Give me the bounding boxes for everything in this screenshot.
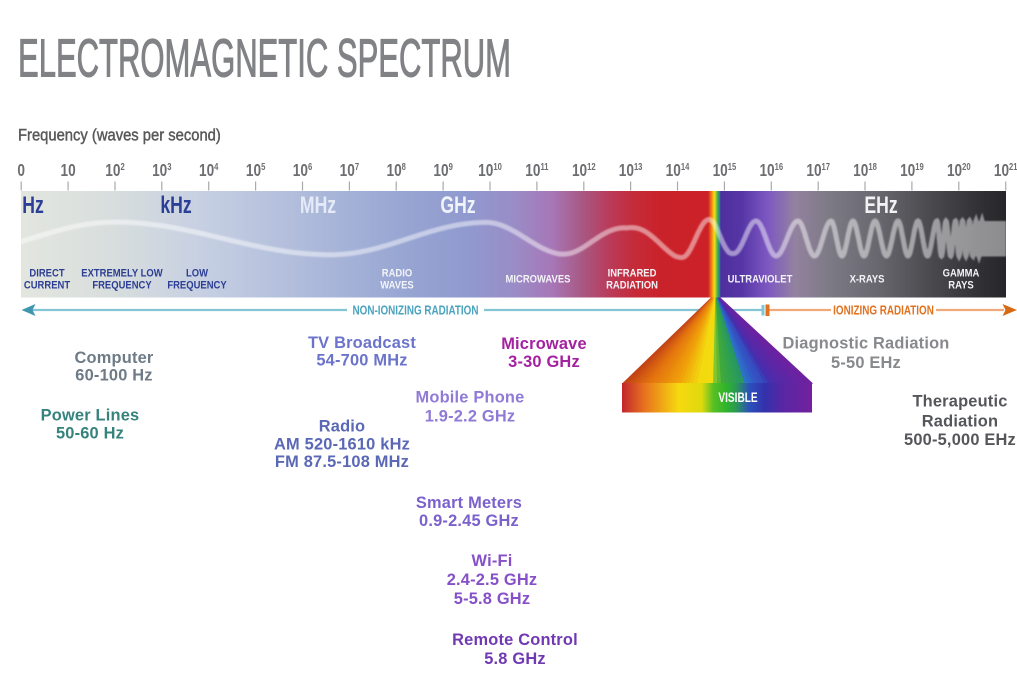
svg-text:RADIO: RADIO [382, 268, 412, 280]
svg-text:RADIATION: RADIATION [606, 280, 658, 292]
svg-text:107: 107 [340, 161, 360, 181]
svg-text:Microwave: Microwave [501, 335, 587, 353]
svg-text:GAMMA: GAMMA [943, 268, 980, 280]
svg-text:Smart Meters: Smart Meters [416, 494, 522, 512]
svg-text:GHz: GHz [440, 191, 475, 219]
svg-text:5.8 GHz: 5.8 GHz [484, 650, 546, 668]
svg-text:5-5.8 GHz: 5-5.8 GHz [454, 590, 531, 608]
svg-text:3-30 GHz: 3-30 GHz [508, 353, 580, 371]
svg-text:EXTREMELY LOW: EXTREMELY LOW [81, 268, 163, 280]
svg-text:NON-IONIZING RADIATION: NON-IONIZING RADIATION [353, 304, 479, 318]
svg-text:ULTRAVIOLET: ULTRAVIOLET [728, 274, 793, 286]
svg-text:50-60 Hz: 50-60 Hz [56, 425, 124, 443]
svg-text:CURRENT: CURRENT [24, 280, 71, 292]
svg-text:MICROWAVES: MICROWAVES [506, 274, 571, 286]
svg-text:EHz: EHz [864, 191, 897, 219]
svg-text:1.9-2.2 GHz: 1.9-2.2 GHz [425, 408, 516, 426]
svg-text:AM 520-1610 kHz: AM 520-1610 kHz [274, 436, 410, 454]
svg-text:60-100 Hz: 60-100 Hz [75, 367, 152, 385]
svg-text:Diagnostic Radiation: Diagnostic Radiation [782, 334, 949, 352]
svg-text:Wi-Fi: Wi-Fi [472, 552, 513, 570]
svg-text:ELECTROMAGNETIC SPECTRUM: ELECTROMAGNETIC SPECTRUM [18, 29, 511, 89]
svg-text:2.4-2.5 GHz: 2.4-2.5 GHz [447, 571, 538, 589]
svg-text:0: 0 [17, 162, 25, 181]
svg-text:5-50 EHz: 5-50 EHz [831, 354, 901, 372]
svg-text:Radiation: Radiation [922, 412, 998, 430]
svg-text:VISIBLE: VISIBLE [718, 389, 757, 405]
svg-text:104: 104 [199, 161, 219, 181]
svg-text:FREQUENCY: FREQUENCY [92, 280, 151, 292]
svg-text:Computer: Computer [75, 349, 154, 367]
svg-text:Power Lines: Power Lines [41, 407, 140, 425]
svg-text:FREQUENCY: FREQUENCY [167, 280, 226, 292]
svg-text:IONIZING RADIATION: IONIZING RADIATION [833, 304, 934, 318]
svg-text:54-700 MHz: 54-700 MHz [316, 352, 407, 370]
svg-text:WAVES: WAVES [380, 280, 414, 292]
svg-text:LOW: LOW [186, 268, 208, 280]
svg-text:102: 102 [105, 161, 125, 181]
svg-text:INFRARED: INFRARED [608, 268, 657, 280]
svg-text:Mobile Phone: Mobile Phone [416, 388, 525, 406]
svg-text:108: 108 [386, 161, 406, 181]
svg-text:Frequency (waves per second): Frequency (waves per second) [18, 127, 221, 145]
svg-text:Radio: Radio [319, 418, 366, 436]
svg-text:kHz: kHz [160, 191, 191, 219]
svg-text:RAYS: RAYS [948, 280, 974, 292]
svg-text:109: 109 [433, 161, 453, 181]
svg-text:Therapeutic: Therapeutic [912, 393, 1007, 411]
svg-text:0.9-2.45 GHz: 0.9-2.45 GHz [419, 512, 519, 530]
svg-text:103: 103 [152, 161, 172, 181]
svg-text:Remote Control: Remote Control [452, 631, 578, 649]
svg-text:500-5,000 EHz: 500-5,000 EHz [904, 431, 1016, 449]
svg-text:DIRECT: DIRECT [29, 268, 65, 280]
svg-text:106: 106 [293, 161, 313, 181]
svg-text:MHz: MHz [300, 191, 336, 219]
svg-text:10: 10 [61, 162, 76, 181]
svg-text:X-RAYS: X-RAYS [850, 274, 885, 286]
svg-text:TV Broadcast: TV Broadcast [308, 334, 416, 352]
svg-text:FM 87.5-108 MHz: FM 87.5-108 MHz [275, 453, 409, 471]
svg-text:Hz: Hz [22, 191, 44, 219]
svg-text:105: 105 [246, 161, 266, 181]
